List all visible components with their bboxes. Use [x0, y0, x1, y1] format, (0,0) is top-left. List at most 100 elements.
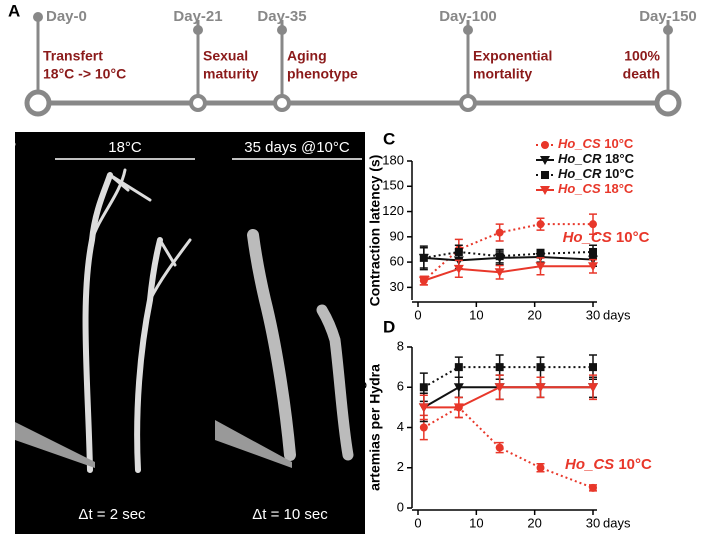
timeline-day: Day-35: [257, 8, 306, 25]
marker: [541, 141, 549, 149]
x-tick-label: 0: [414, 307, 421, 322]
marker: [536, 463, 545, 472]
timeline-top-dot: [277, 25, 287, 35]
timeline-label: 18°C -> 10°C: [43, 66, 126, 82]
timeline-node: [654, 89, 682, 117]
marker: [589, 247, 597, 256]
panel-label: C: [383, 129, 395, 148]
marker: [419, 383, 428, 392]
timeline-node: [189, 94, 207, 112]
y-tick-label: 60: [390, 254, 404, 269]
timeline-top-dot: [33, 12, 43, 22]
photo-title: 18°C: [108, 139, 142, 156]
timeline-day: Day-21: [173, 8, 222, 25]
marker: [588, 383, 598, 393]
y-tick-label: 120: [382, 203, 404, 218]
timeline-label: phenotype: [287, 66, 358, 82]
marker: [535, 383, 546, 393]
panel-label: D: [383, 317, 395, 336]
timeline-day: Day-0: [46, 8, 87, 25]
timeline-node: [459, 94, 477, 112]
y-tick-label: 6: [397, 379, 404, 394]
marker: [495, 252, 504, 261]
marker: [418, 276, 429, 286]
y-axis-label: artemias per Hydra: [367, 364, 383, 491]
marker: [494, 383, 505, 393]
marker: [536, 220, 545, 229]
annotation: Ho_CS 10°C: [565, 456, 652, 473]
series: [418, 257, 598, 286]
marker: [454, 363, 463, 372]
marker: [536, 363, 545, 372]
series: [419, 244, 597, 271]
x-tick-label: 30: [586, 515, 600, 530]
x-tick-label: 0: [414, 515, 421, 530]
series: [418, 374, 598, 421]
marker: [589, 220, 597, 229]
marker: [453, 383, 464, 393]
marker: [588, 262, 598, 272]
legend-label: Ho_CS 18°C: [558, 181, 634, 196]
y-tick-label: 30: [390, 279, 404, 294]
marker: [536, 249, 545, 258]
y-tick-label: 150: [382, 178, 404, 193]
y-axis-label: Number of caught: [351, 367, 367, 487]
photo-caption: Δt = 2 sec: [78, 506, 146, 523]
timeline-day: Day-150: [639, 8, 697, 25]
legend-label: Ho_CR 10°C: [558, 166, 635, 181]
panel-label: B: [4, 132, 16, 151]
marker: [540, 156, 550, 165]
panel-label: A: [8, 1, 20, 20]
y-axis-label: Contraction latency (s): [367, 155, 383, 307]
y-tick-label: 4: [397, 419, 404, 434]
marker: [419, 253, 428, 262]
marker: [419, 423, 428, 432]
timeline-top-dot: [463, 25, 473, 35]
timeline-day: Day-100: [439, 8, 497, 25]
x-axis-label: days: [603, 515, 631, 530]
marker: [589, 363, 597, 372]
marker: [495, 228, 504, 237]
x-tick-label: 10: [469, 515, 483, 530]
marker: [540, 186, 550, 195]
y-tick-label: 8: [397, 338, 404, 353]
y-tick-label: 2: [397, 459, 404, 474]
photo: [15, 132, 365, 534]
forceps: [15, 420, 292, 468]
y-tick-label: 90: [390, 228, 404, 243]
x-tick-label: 20: [527, 515, 541, 530]
marker: [535, 262, 546, 272]
timeline-label: maturity: [203, 66, 258, 82]
x-tick-label: 20: [527, 307, 541, 322]
marker: [495, 443, 504, 452]
timeline-top-dot: [663, 25, 673, 35]
x-tick-label: 30: [586, 307, 600, 322]
x-axis-label: days: [603, 307, 631, 322]
marker: [453, 264, 464, 274]
annotation: Ho_CS 10°C: [563, 229, 650, 246]
marker: [541, 171, 549, 179]
timeline-label: Sexual: [203, 48, 248, 64]
legend-label: Ho_CR 18°C: [558, 151, 635, 166]
timeline-label: mortality: [473, 66, 532, 82]
timeline-top-dot: [193, 25, 203, 35]
marker: [495, 363, 504, 372]
timeline-label: death: [623, 66, 660, 82]
marker: [453, 403, 464, 413]
timeline-label: 100%: [624, 48, 660, 64]
legend-label: Ho_CS 10°C: [558, 136, 634, 151]
photo-caption: Δt = 10 sec: [252, 506, 328, 523]
y-tick-label: 0: [397, 499, 404, 514]
marker: [589, 483, 597, 492]
timeline-node: [273, 94, 291, 112]
marker: [494, 268, 505, 278]
photo-title: 35 days @10°C: [244, 139, 350, 156]
marker: [454, 247, 463, 256]
hydra-shapes: [82, 168, 354, 473]
timeline-node: [24, 89, 52, 117]
timeline-label: Transfert: [43, 48, 103, 64]
series-line: [423, 406, 594, 489]
timeline-label: Exponential: [473, 48, 552, 64]
timeline-label: Aging: [287, 48, 327, 64]
